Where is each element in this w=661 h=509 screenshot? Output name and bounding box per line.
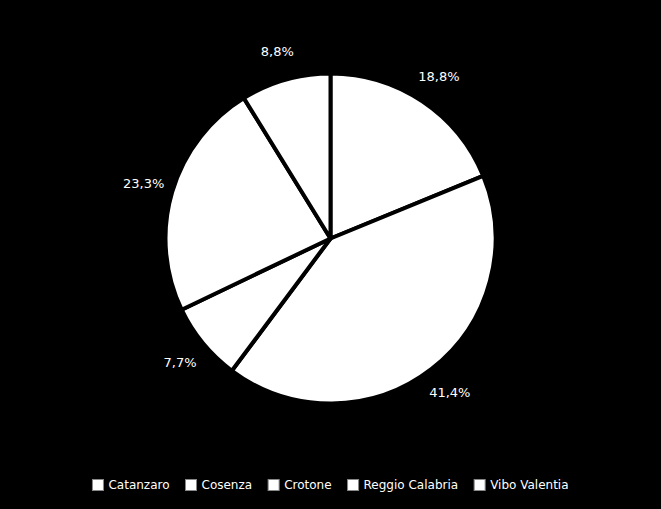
legend-label: Cosenza [202,478,253,492]
legend-item: Cosenza [186,478,253,492]
legend-label: Crotone [284,478,331,492]
legend-swatch [92,480,103,491]
data-label: 8,8% [261,44,294,59]
data-labels: 18,8% 41,4% 7,7% 23,3% 8,8% [123,44,470,400]
legend-swatch [268,480,279,491]
legend-label: Reggio Calabria [364,478,459,492]
legend-swatch [186,480,197,491]
legend-item: Vibo Valentia [474,478,568,492]
data-label: 41,4% [429,385,470,400]
legend-swatch [348,480,359,491]
legend: Catanzaro Cosenza Crotone Reggio Calabria Vi… [92,478,568,492]
legend-label: Vibo Valentia [490,478,568,492]
data-label: 18,8% [418,69,459,84]
data-label: 23,3% [123,176,164,191]
legend-item: Reggio Calabria [348,478,459,492]
slice [244,74,331,239]
legend-label: Catanzaro [108,478,169,492]
legend-swatch [474,480,485,491]
data-label: 7,7% [164,355,197,370]
legend-item: Crotone [268,478,331,492]
background [0,0,661,509]
pie [166,74,496,404]
chart: 18,8%41,4%7,7%23,3%8,8%CatanzaroCosenzaC… [0,0,661,509]
legend-item: Catanzaro [92,478,169,492]
